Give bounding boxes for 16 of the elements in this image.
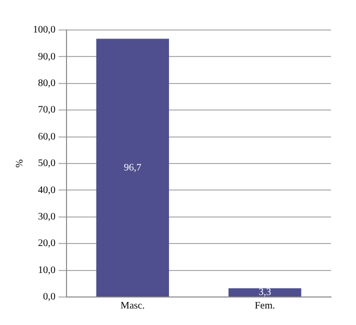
y-axis-title: %: [14, 159, 26, 168]
y-tick-label: 100,0: [33, 24, 56, 36]
data-label: 96,7: [124, 162, 142, 174]
y-tick-label: 50,0: [38, 158, 56, 170]
y-tick-label: 60,0: [38, 131, 56, 142]
y-tick-label: 10,0: [38, 264, 56, 276]
y-tick-label: 40,0: [38, 184, 56, 196]
x-tick-label: Fem.: [254, 300, 276, 312]
y-tick-label: 30,0: [38, 212, 56, 223]
y-tick-label: 80,0: [38, 78, 56, 90]
y-tick-label: 20,0: [38, 238, 56, 250]
data-label: 3,3: [258, 286, 272, 298]
x-tick-label: Masc.: [120, 300, 145, 312]
y-tick-label: 90,0: [38, 51, 56, 62]
y-tick-label: 0,0: [43, 292, 56, 303]
y-tick-label: 70,0: [38, 104, 56, 116]
